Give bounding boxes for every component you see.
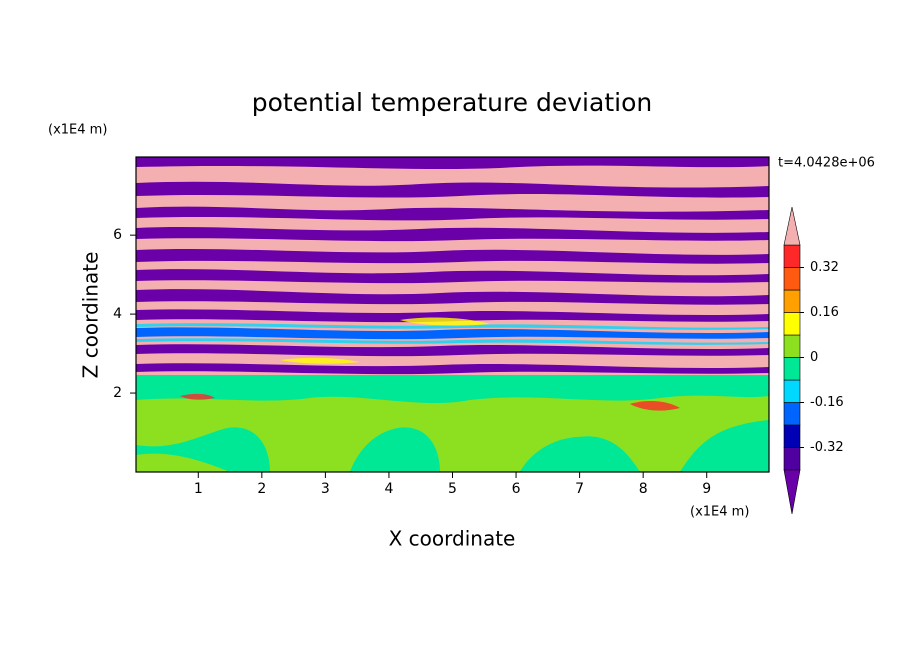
colorbar-segment: [783, 312, 801, 336]
colorbar-segment: [783, 357, 801, 381]
y-tick-label: 6: [113, 227, 122, 243]
colorbar-segment: [783, 289, 801, 313]
x-tick-label: 7: [575, 481, 584, 497]
colorbar-tick-label: -0.32: [810, 440, 844, 455]
colorbar-segment: [783, 334, 801, 358]
x-tick-label: 6: [512, 481, 521, 497]
colorbar-segment: [783, 379, 801, 403]
colorbar-segment: [783, 447, 801, 471]
colorbar-segment: [783, 267, 801, 291]
y-tick-label: 4: [113, 306, 122, 322]
x-tick-label: 4: [384, 481, 393, 497]
y-tick-label: 2: [113, 385, 122, 401]
colorbar-segment: [783, 244, 801, 268]
x-tick-label: 5: [448, 481, 457, 497]
x-axis-label: X coordinate: [389, 527, 516, 551]
contour-field: [136, 157, 769, 472]
x-tick-label: 2: [257, 481, 266, 497]
colorbar-tick-label: 0.16: [810, 305, 839, 320]
x-tick-label: 8: [639, 481, 648, 497]
colorbar-tick-label: 0.32: [810, 260, 839, 275]
colorbar-under: [783, 469, 801, 515]
time-annotation: t=4.0428e+06: [778, 156, 875, 171]
y-axis-label: Z coordinate: [79, 252, 103, 379]
colorbar-tick-label: -0.16: [810, 395, 844, 410]
x-unit-label: (x1E4 m): [690, 505, 749, 520]
colorbar-tick-label: 0: [810, 350, 818, 365]
x-tick-label: 1: [194, 481, 203, 497]
colorbar-over: [783, 206, 801, 246]
x-tick-label: 9: [702, 481, 711, 497]
chart-title: potential temperature deviation: [252, 88, 652, 117]
x-tick-label: 3: [321, 481, 330, 497]
y-unit-label: (x1E4 m): [48, 123, 107, 138]
colorbar-segment: [783, 402, 801, 426]
colorbar-segment: [783, 424, 801, 448]
